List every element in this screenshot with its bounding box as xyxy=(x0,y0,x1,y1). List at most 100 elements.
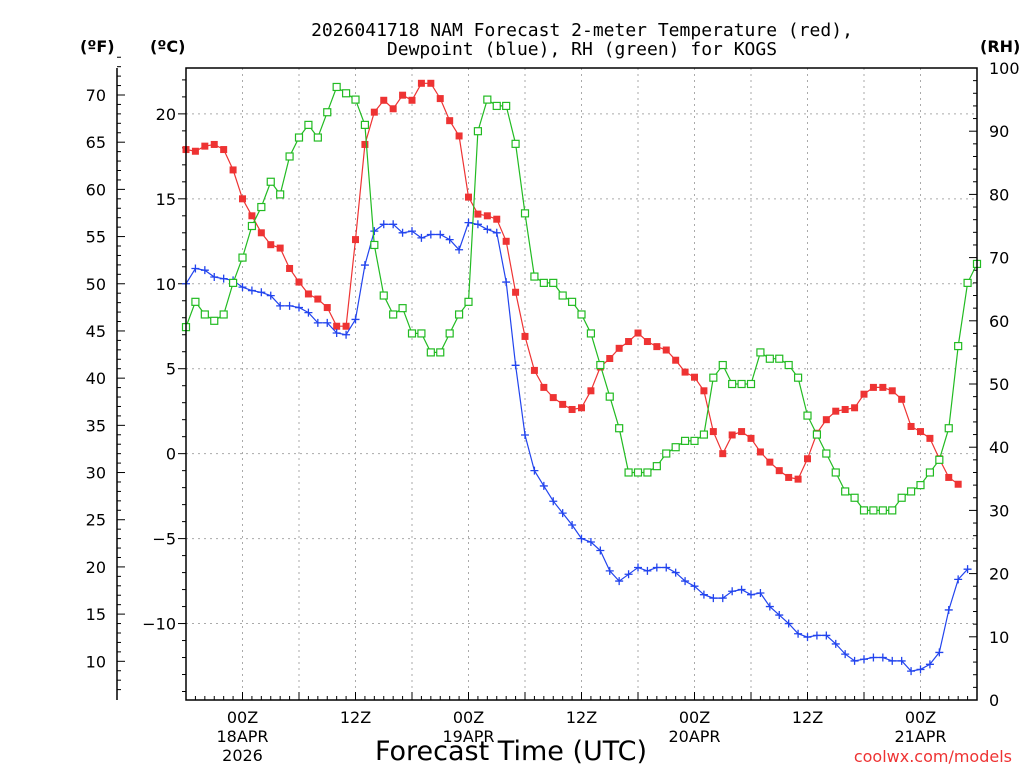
dewpoint-point xyxy=(963,565,972,574)
dewpoint-point xyxy=(492,228,501,237)
celsius-tick-label: 15 xyxy=(156,190,176,209)
temperature-point xyxy=(521,332,529,340)
dewpoint-point xyxy=(360,261,369,270)
dewpoint-point xyxy=(370,227,379,236)
temperature-point xyxy=(436,95,444,103)
dewpoint-line xyxy=(185,221,969,672)
temperature-point xyxy=(295,278,303,286)
rh-point xyxy=(633,468,643,477)
temperature-point xyxy=(286,264,294,272)
rh-tick-label: 100 xyxy=(989,59,1020,78)
rh-point xyxy=(473,127,483,136)
rh-point xyxy=(605,392,614,401)
rh-point xyxy=(690,436,699,445)
rh-point xyxy=(370,240,379,250)
dewpoint-point xyxy=(521,430,529,439)
rh-point xyxy=(586,329,596,338)
rh-point xyxy=(888,506,897,515)
credit-label: coolwx.com/models xyxy=(854,747,1012,766)
dewpoint-point xyxy=(304,308,313,317)
rh-point xyxy=(567,297,577,306)
dewpoint-point xyxy=(445,235,454,244)
temperature-point xyxy=(879,383,887,391)
x-tick-label-time: 00Z xyxy=(905,708,936,727)
dewpoint-point xyxy=(869,653,878,662)
dewpoint-point xyxy=(699,590,708,599)
rh-point xyxy=(643,468,652,477)
rh-point xyxy=(954,341,963,351)
dewpoint-point xyxy=(850,656,859,665)
temperature-point xyxy=(239,195,246,203)
temperature-point xyxy=(267,241,275,249)
rh-point xyxy=(671,443,680,452)
dewpoint-point xyxy=(784,619,793,628)
temperature-point xyxy=(408,96,416,104)
fahrenheit-tick-label: 30 xyxy=(86,464,106,483)
dewpoint-point xyxy=(624,570,633,579)
dewpoint-point xyxy=(747,590,755,599)
x-tick-label-year: 2026 xyxy=(222,746,263,765)
temperature-point xyxy=(323,304,331,312)
temperature-point xyxy=(455,132,463,140)
rh-tick-label: 60 xyxy=(989,312,1009,331)
rh-point xyxy=(407,329,417,338)
temperature-point xyxy=(276,244,284,252)
dewpoint-point xyxy=(200,266,209,275)
rh-tick-label: 90 xyxy=(989,122,1009,141)
rh-point xyxy=(596,360,605,370)
rh-point xyxy=(389,310,398,319)
x-tick-label-time: 00Z xyxy=(679,708,710,727)
dewpoint-point xyxy=(342,330,351,339)
dewpoint-point xyxy=(530,466,539,475)
rh-tick-label: 30 xyxy=(989,501,1009,520)
rh-point xyxy=(313,133,322,142)
dewpoint-point xyxy=(502,278,511,287)
rh-point xyxy=(841,487,850,496)
rh-point xyxy=(417,329,426,338)
plot-frame xyxy=(185,67,978,701)
rh-point xyxy=(803,411,812,420)
rh-point xyxy=(210,316,219,325)
temperature-point xyxy=(662,346,670,354)
rh-point xyxy=(436,348,445,357)
x-tick-label-date: 18APR xyxy=(216,727,268,746)
rh-point xyxy=(812,430,822,439)
rh-point xyxy=(530,272,539,281)
temperature-point xyxy=(380,96,388,104)
dewpoint-point xyxy=(238,283,247,292)
rh-point xyxy=(765,354,774,363)
temperature-point xyxy=(653,343,661,351)
temperature-point xyxy=(465,193,472,201)
fahrenheit-tick-label: 25 xyxy=(86,511,106,530)
temperature-point xyxy=(747,434,755,442)
x-axis-title: Forecast Time (UTC) xyxy=(375,736,647,767)
dewpoint-point xyxy=(379,220,388,229)
temperature-point xyxy=(691,373,698,381)
temperature-point xyxy=(342,322,350,330)
temperature-point xyxy=(804,455,811,463)
dewpoint-point xyxy=(954,575,963,584)
temperature-point xyxy=(888,387,896,395)
fahrenheit-tick-label: 50 xyxy=(86,275,106,294)
dewpoint-point xyxy=(285,301,294,310)
temperature-point xyxy=(775,467,783,475)
temperature-point xyxy=(427,79,435,87)
temperature-point xyxy=(446,117,454,125)
temperature-point xyxy=(907,422,915,430)
dewpoint-point xyxy=(916,665,925,674)
dewpoint-point xyxy=(765,602,774,611)
rh-point xyxy=(944,424,953,433)
temperature-point xyxy=(756,448,764,456)
dewpoint-point xyxy=(568,521,577,530)
rh-point xyxy=(276,190,285,199)
fahrenheit-tick-label: 10 xyxy=(86,652,106,671)
x-tick-label-time: 00Z xyxy=(453,708,484,727)
rh-point xyxy=(878,506,887,515)
temperature-point xyxy=(681,368,689,376)
temperature-point xyxy=(672,356,680,364)
celsius-tick-label: −5 xyxy=(152,530,176,549)
rh-point xyxy=(502,101,511,111)
x-tick-label-date: 20APR xyxy=(668,727,720,746)
dewpoint-point xyxy=(822,631,831,640)
temperature-point xyxy=(333,322,341,330)
